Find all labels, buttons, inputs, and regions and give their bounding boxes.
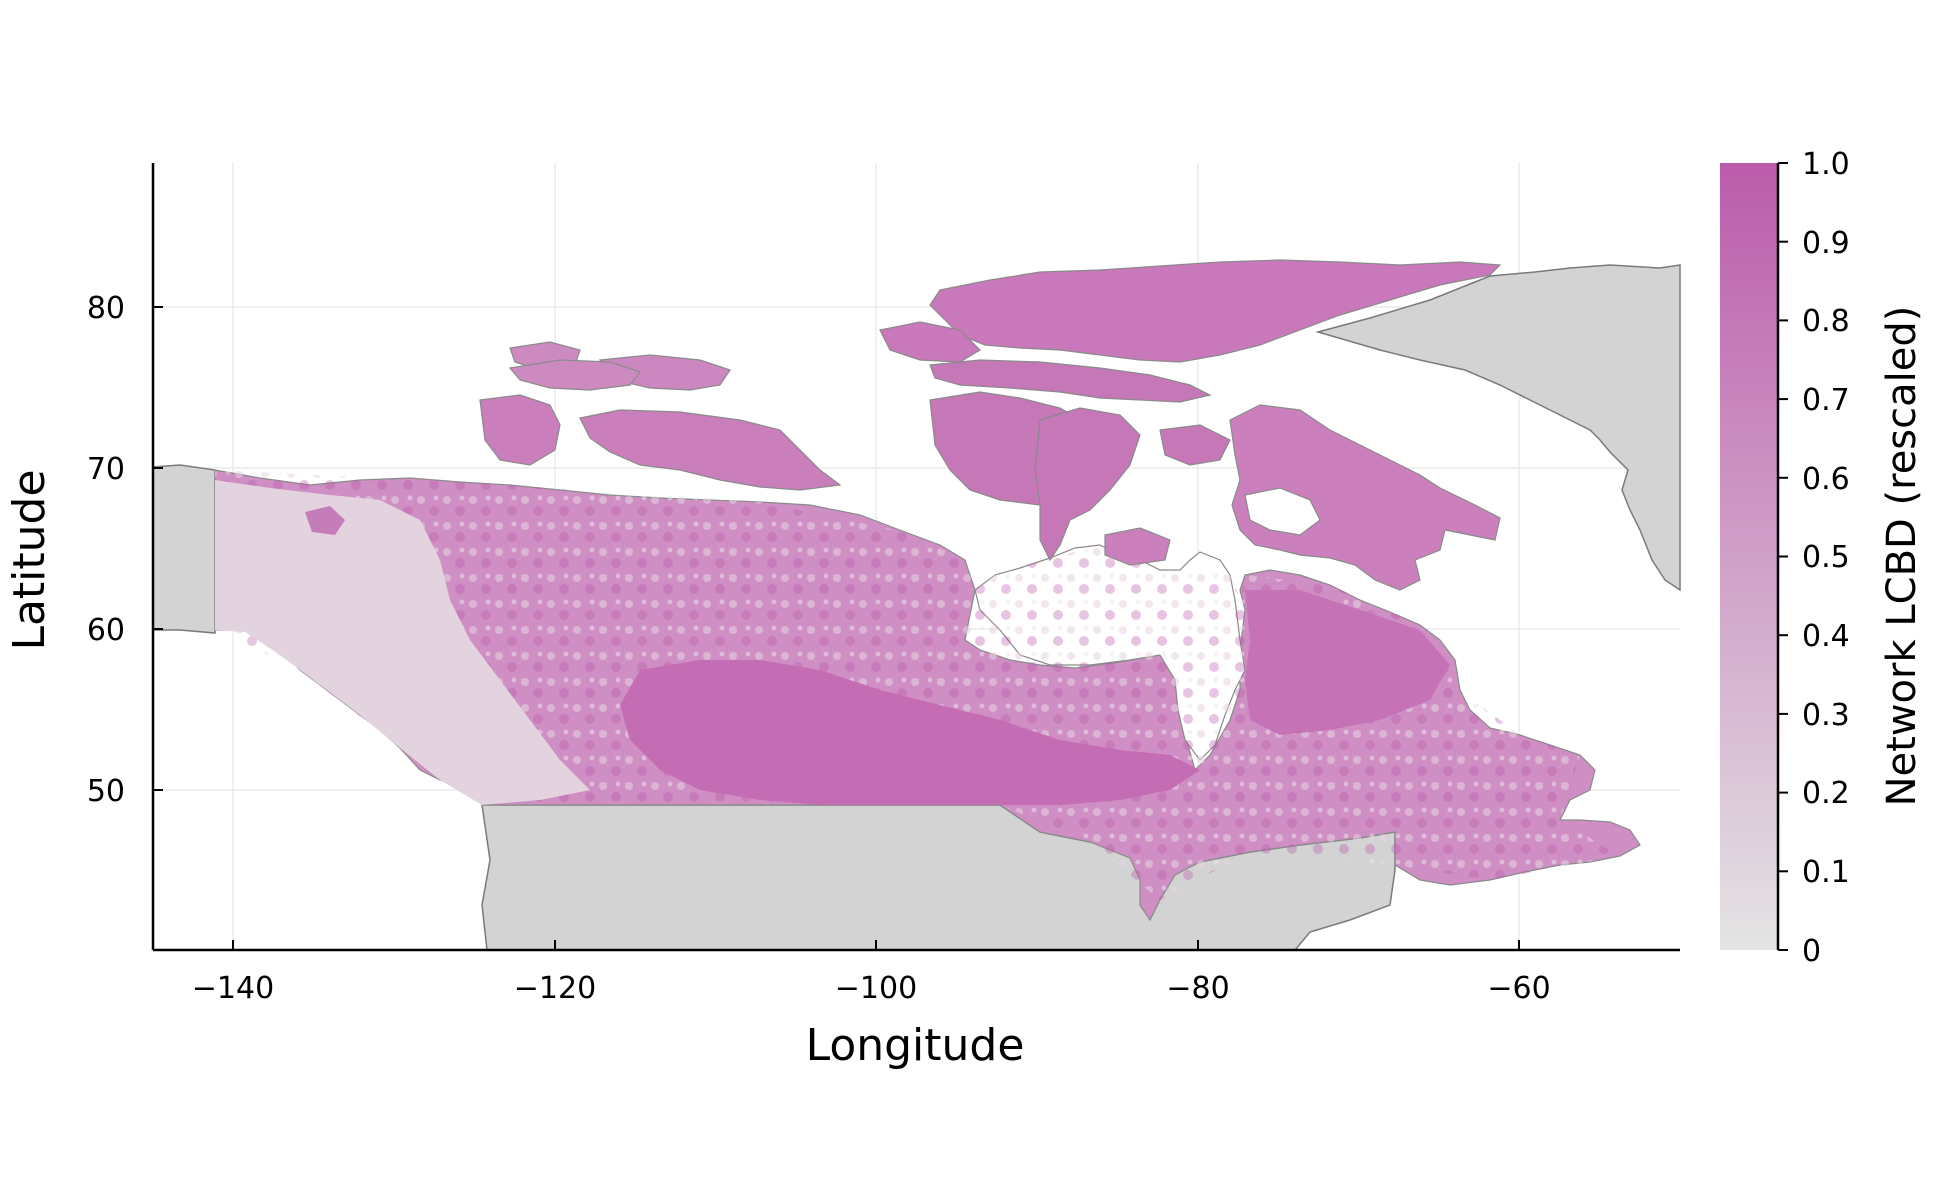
western-light-region xyxy=(215,480,590,805)
western-islands xyxy=(508,359,641,391)
greenland-landmass xyxy=(1315,264,1681,592)
colorbar-tick-label: 0.7 xyxy=(1802,383,1850,418)
colorbar-tick-label: 0.3 xyxy=(1802,698,1850,733)
foxe-basin-islands xyxy=(1159,424,1231,466)
bathurst-devon-islands xyxy=(929,359,1212,403)
colorbar-tick-label: 0.1 xyxy=(1802,855,1850,890)
y-tick-label: 60 xyxy=(87,613,125,648)
ellesmere-island xyxy=(929,259,1502,363)
victoria-island xyxy=(579,409,842,491)
colorbar-tick-label: 0.6 xyxy=(1802,462,1850,497)
x-tick-label: −60 xyxy=(1487,971,1550,1006)
colorbar-tick-label: 1.0 xyxy=(1802,147,1850,182)
x-tick-label: −140 xyxy=(192,971,274,1006)
colorbar: 0 0.1 0.2 0.3 0.4 0.5 0.6 0.7 0.8 0.9 1.… xyxy=(1720,147,1925,969)
y-axis-title: Latitude xyxy=(4,469,55,650)
x-tick-label: −100 xyxy=(835,971,917,1006)
banks-island xyxy=(479,394,561,466)
x-axis-title: Longitude xyxy=(806,1020,1025,1071)
colorbar-tick-label: 0.2 xyxy=(1802,776,1850,811)
axis-ticks xyxy=(153,306,1520,950)
axes-frame xyxy=(151,163,1680,952)
boothia-peninsula xyxy=(1034,407,1141,562)
x-tick-label: −120 xyxy=(514,971,596,1006)
baffin-island xyxy=(1229,404,1501,591)
colorbar-title: Network LCBD (rescaled) xyxy=(1879,306,1925,807)
colorbar-tick-label: 0 xyxy=(1802,934,1821,969)
y-tick-label: 80 xyxy=(87,291,125,326)
axel-heiberg-island xyxy=(879,321,981,363)
baffin-inlet xyxy=(1244,487,1321,536)
colorbar-tick-label: 0.4 xyxy=(1802,619,1850,654)
yukon-patch xyxy=(305,506,345,535)
colorbar-ticks xyxy=(1778,162,1788,951)
colorbar-gradient xyxy=(1720,163,1778,950)
canada-lcbd-raster xyxy=(214,259,1641,922)
quebec-labrador xyxy=(1245,590,1450,735)
alaska-landmass xyxy=(152,464,216,634)
southampton-island xyxy=(1104,527,1171,566)
x-tick-label: −80 xyxy=(1166,971,1229,1006)
colorbar-tick-label: 0.5 xyxy=(1802,540,1850,575)
central-band xyxy=(620,660,1200,805)
colorbar-tick-label: 0.9 xyxy=(1802,226,1850,261)
y-tick-label: 50 xyxy=(87,774,125,809)
colorbar-tick-label: 0.8 xyxy=(1802,304,1850,339)
y-tick-label: 70 xyxy=(87,452,125,487)
map-plot-area: −140 −120 −100 −80 −60 50 60 70 80 Longi… xyxy=(4,163,1681,1071)
